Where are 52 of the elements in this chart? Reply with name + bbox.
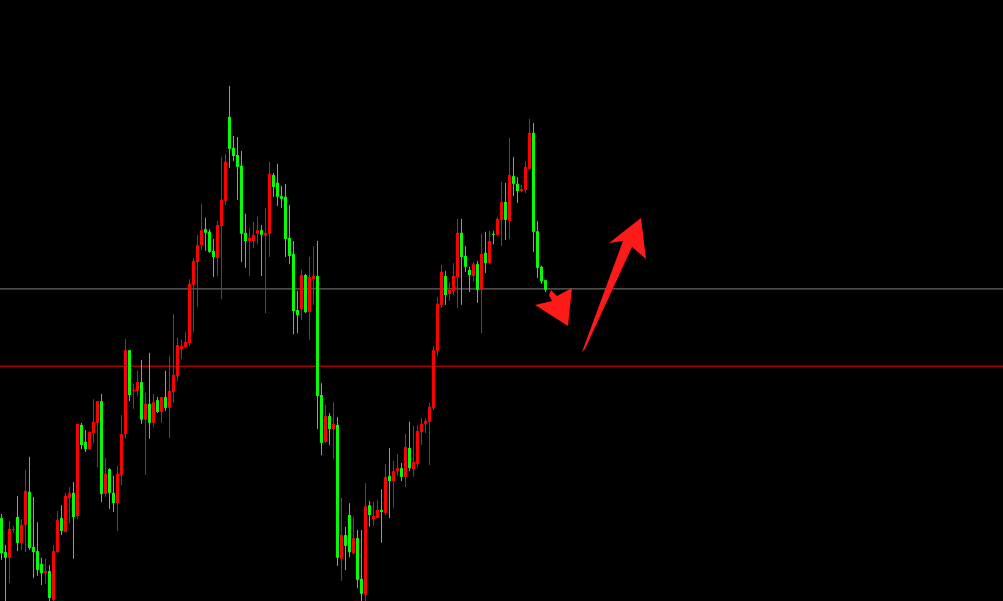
candlestick <box>396 453 399 477</box>
candlestick <box>392 460 395 509</box>
candlestick <box>400 462 403 482</box>
candlestick <box>408 421 411 472</box>
candlestick <box>360 529 363 601</box>
candlestick <box>204 217 207 252</box>
candlestick <box>152 393 155 428</box>
candlestick <box>444 270 447 306</box>
candlestick <box>60 504 63 536</box>
candlestick <box>328 412 331 446</box>
candlestick <box>112 475 115 513</box>
candlestick <box>196 234 199 308</box>
candlestick <box>148 352 151 440</box>
candlestick <box>132 383 135 410</box>
candlestick <box>468 266 471 293</box>
candlestick <box>488 230 491 265</box>
candlestick <box>272 172 275 198</box>
candlestick <box>144 392 147 476</box>
candlestick <box>504 182 507 241</box>
candlestick <box>260 224 263 277</box>
candlestick <box>512 156 515 197</box>
candlestick <box>388 447 391 519</box>
candlestick <box>104 457 107 498</box>
candlestick <box>256 216 259 245</box>
candlestick <box>332 401 335 460</box>
candlestick <box>136 370 139 397</box>
candlestick <box>44 558 47 585</box>
candlestick <box>492 230 495 245</box>
candlestick <box>164 370 167 412</box>
candlestick <box>472 261 475 282</box>
candlestick <box>108 467 111 510</box>
candlestick <box>352 516 355 555</box>
candlestick <box>340 497 343 582</box>
candlestick <box>32 496 35 579</box>
candlestick <box>516 176 519 204</box>
candlestick <box>36 521 39 577</box>
candlestick <box>252 221 255 249</box>
candlestick <box>200 203 203 251</box>
candlestick <box>368 500 371 528</box>
candlestick <box>84 429 87 453</box>
candlestick <box>208 228 211 254</box>
candlestick <box>276 163 279 207</box>
candlestick <box>484 231 487 274</box>
candlestick <box>80 422 83 450</box>
candlestick <box>160 396 163 424</box>
candlestick <box>96 400 99 468</box>
candlestick <box>248 227 251 277</box>
candlestick <box>500 181 503 247</box>
candlestick <box>20 518 23 551</box>
candlestick <box>380 488 383 544</box>
candlestick <box>412 425 415 478</box>
candlestick <box>372 501 375 527</box>
